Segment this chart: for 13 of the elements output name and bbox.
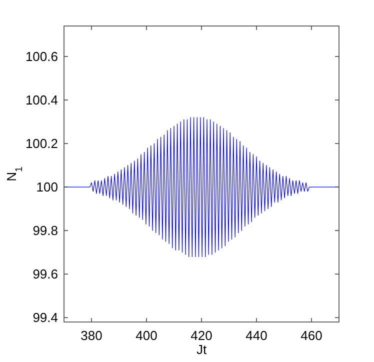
y-tick-label: 100.6 xyxy=(25,48,58,64)
y-tick-label: 100.2 xyxy=(25,136,58,152)
x-tick-label: 380 xyxy=(80,328,102,343)
y-tick-label: 99.8 xyxy=(32,223,58,238)
y-tick-label: 100.4 xyxy=(25,92,58,108)
y-tick-label: 99.4 xyxy=(32,310,58,326)
x-tick-label: 460 xyxy=(300,328,322,343)
y-tick-label: 100 xyxy=(36,180,58,195)
x-tick-label: 420 xyxy=(190,328,212,343)
x-axis-title: Jt xyxy=(196,342,207,357)
x-tick-label: 400 xyxy=(136,328,158,343)
x-tick-label: 440 xyxy=(246,328,268,343)
y-tick-label: 99.6 xyxy=(32,266,58,282)
